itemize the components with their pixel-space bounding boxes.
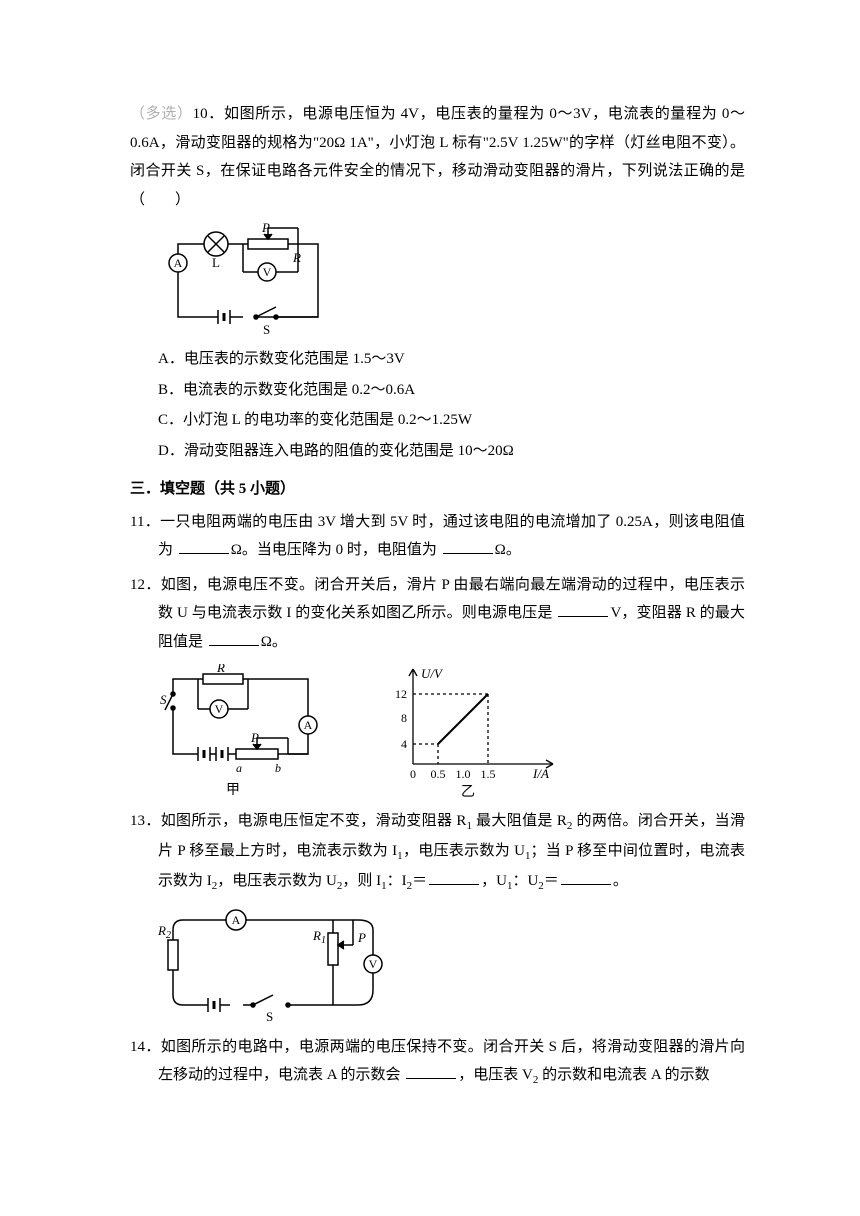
blank-input[interactable]: [443, 539, 493, 554]
svg-text:V: V: [263, 265, 272, 279]
svg-text:a: a: [236, 761, 242, 775]
svg-text:R2: R2: [158, 923, 171, 941]
q11-stem: 11．一只电阻两端的电压由 3V 增大到 5V 时，通过该电阻的电流增加了 0.…: [130, 508, 745, 565]
svg-text:I/A: I/A: [532, 766, 549, 781]
blank-input[interactable]: [558, 602, 608, 617]
svg-text:R: R: [216, 664, 225, 675]
section-3-header: 三．填空题（共 5 小题）: [130, 475, 745, 504]
svg-text:S: S: [266, 1009, 273, 1024]
svg-text:P: P: [357, 930, 366, 945]
svg-text:甲: 甲: [226, 783, 240, 798]
q14-number: 14．: [130, 1039, 161, 1055]
q10-option-c: C．小灯泡 L 的电功率的变化范围是 0.2～1.25W: [158, 406, 745, 435]
svg-text:1.5: 1.5: [481, 767, 496, 781]
question-14: 14．如图所示的电路中，电源两端的电压保持不变。闭合开关 S 后，将滑动变阻器的…: [130, 1033, 745, 1091]
q12-number: 12．: [130, 577, 161, 593]
svg-text:A: A: [174, 256, 183, 270]
svg-text:V: V: [369, 957, 378, 971]
blank-input[interactable]: [179, 539, 229, 554]
q12-diagrams: R V A S P a b 甲 U/V I/A: [158, 664, 745, 799]
q10-number: 10．: [193, 106, 224, 122]
q12-stem: 12．如图，电源电压不变。闭合开关后，滑片 P 由最右端向最左端滑动的过程中，电…: [130, 571, 745, 657]
q10-option-b: B．电流表的示数变化范围是 0.2～0.6A: [158, 376, 745, 405]
q10-option-d: D．滑动变阻器连入电路的阻值的变化范围是 10～20Ω: [158, 437, 745, 466]
question-11: 11．一只电阻两端的电压由 3V 增大到 5V 时，通过该电阻的电流增加了 0.…: [130, 508, 745, 565]
svg-text:4: 4: [401, 737, 407, 751]
q12-circuit-diagram: R V A S P a b 甲: [158, 664, 323, 799]
q10-prefix: （多选）: [130, 106, 193, 122]
svg-text:0.5: 0.5: [431, 767, 446, 781]
svg-text:8: 8: [401, 711, 407, 725]
q11-number: 11．: [130, 514, 160, 530]
question-12: 12．如图，电源电压不变。闭合开关后，滑片 P 由最右端向最左端滑动的过程中，电…: [130, 571, 745, 800]
q10-stem: （多选）10．如图所示，电源电压恒为 4V，电压表的量程为 0～3V，电流表的量…: [130, 100, 745, 214]
svg-text:12: 12: [395, 687, 407, 701]
q12-unit2: Ω。: [261, 634, 287, 650]
svg-text:A: A: [232, 913, 241, 927]
q11-unit2: Ω。: [495, 542, 521, 558]
svg-text:乙: 乙: [461, 784, 475, 799]
blank-input[interactable]: [406, 1064, 456, 1079]
svg-text:V: V: [215, 702, 224, 716]
blank-input[interactable]: [209, 631, 259, 646]
svg-text:A: A: [304, 718, 313, 732]
svg-text:S: S: [160, 692, 167, 707]
q10-circuit-diagram: A L P R V S: [158, 222, 745, 337]
svg-text:U/V: U/V: [421, 666, 444, 681]
svg-text:0: 0: [410, 767, 416, 781]
q13-stem: 13．如图所示，电源电压恒定不变，滑动变阻器 R1 最大阻值是 R2 的两倍。闭…: [130, 807, 745, 897]
svg-text:P: P: [261, 222, 270, 235]
q13-number: 13．: [130, 813, 161, 829]
q10-options: A．电压表的示数变化范围是 1.5～3V B．电流表的示数变化范围是 0.2～0…: [130, 345, 745, 465]
svg-text:R1: R1: [312, 928, 326, 946]
blank-input[interactable]: [561, 870, 611, 885]
svg-text:1.0: 1.0: [456, 767, 471, 781]
q13-circuit-diagram: R2 A R1 P V S: [158, 905, 745, 1025]
svg-text:P: P: [250, 730, 259, 745]
q11-unit1: Ω。当电压降为 0 时，电阻值为: [231, 542, 437, 558]
svg-text:L: L: [212, 255, 220, 270]
question-13: 13．如图所示，电源电压恒定不变，滑动变阻器 R1 最大阻值是 R2 的两倍。闭…: [130, 807, 745, 1025]
svg-text:R: R: [292, 250, 301, 265]
svg-text:S: S: [263, 322, 270, 337]
question-10: （多选）10．如图所示，电源电压恒为 4V，电压表的量程为 0～3V，电流表的量…: [130, 100, 745, 465]
q14-stem: 14．如图所示的电路中，电源两端的电压保持不变。闭合开关 S 后，将滑动变阻器的…: [130, 1033, 745, 1091]
blank-input[interactable]: [429, 870, 479, 885]
svg-text:b: b: [275, 761, 281, 775]
q10-option-a: A．电压表的示数变化范围是 1.5～3V: [158, 345, 745, 374]
q12-uv-chart: U/V I/A 4 8 12 0 0.5 1.0 1.5 乙: [383, 664, 563, 799]
